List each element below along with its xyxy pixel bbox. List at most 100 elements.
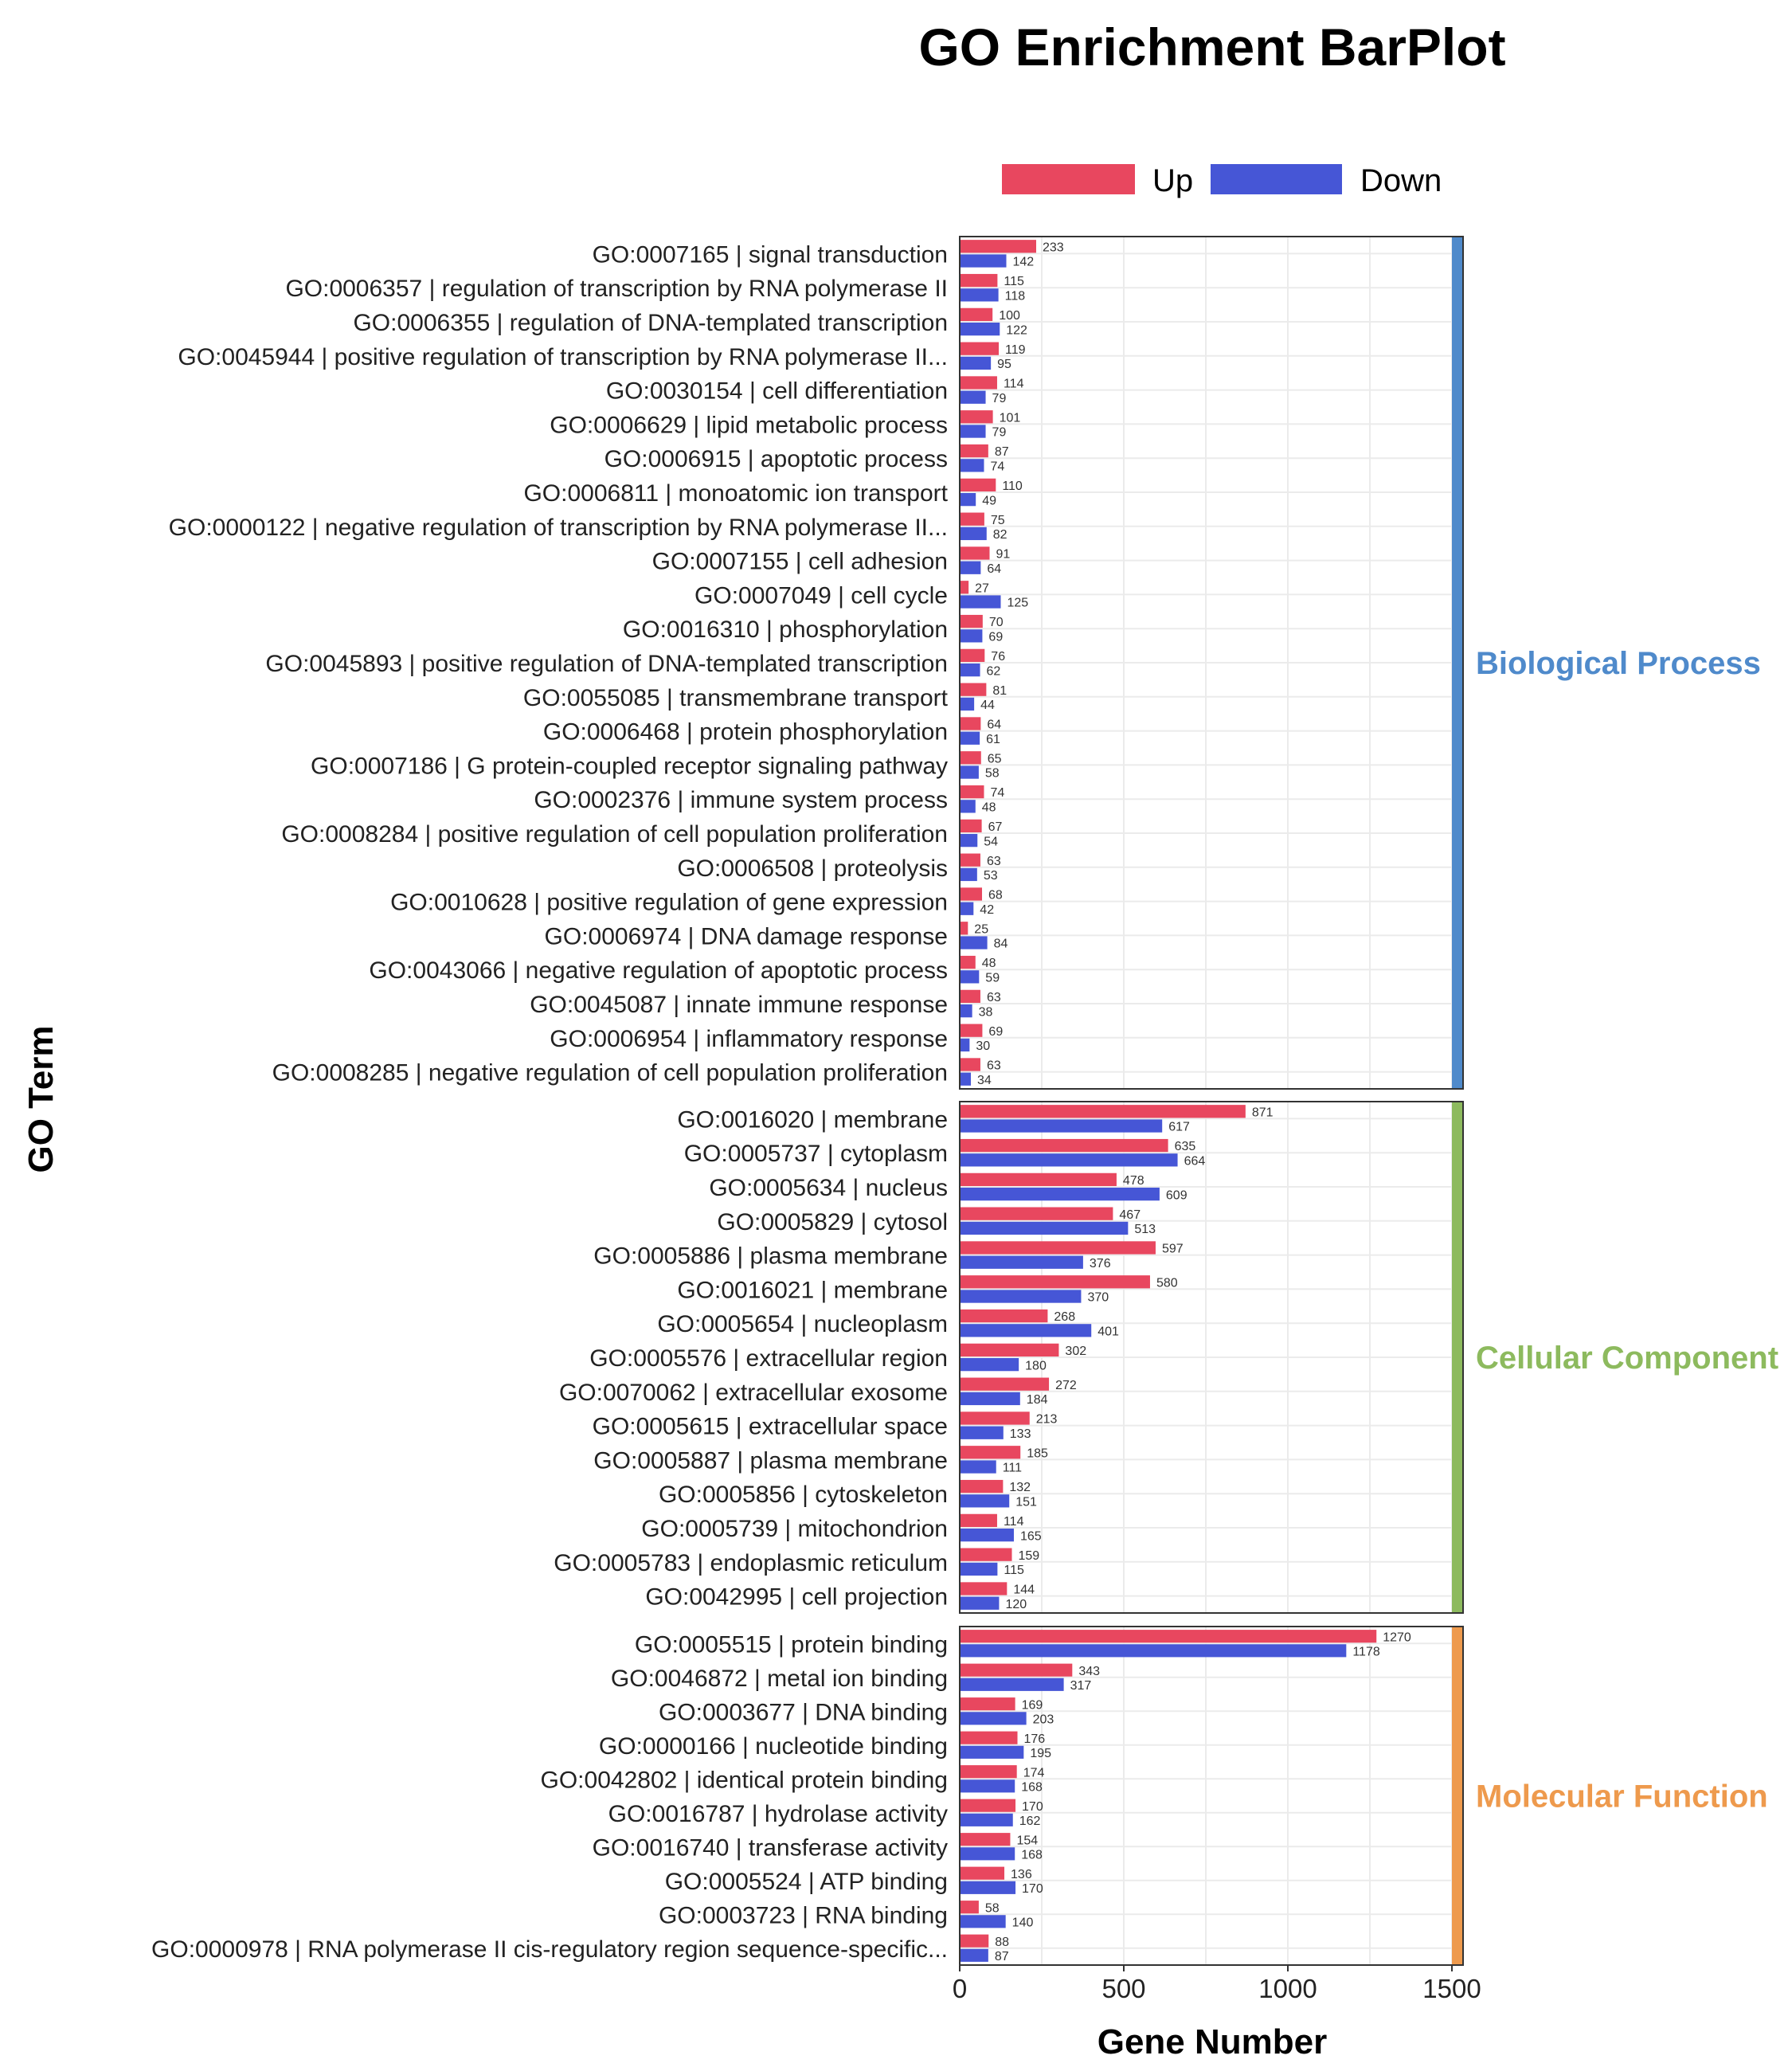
bar-value-label: 63 [987, 991, 1001, 1004]
bar-down [960, 1596, 1000, 1610]
bar-value-label: 70 [989, 616, 1004, 629]
category-label: GO:0043066 | negative regulation of apop… [369, 957, 948, 984]
bar-value-label: 58 [985, 767, 1000, 781]
bar-down [960, 1779, 1015, 1793]
category-label: GO:0007165 | signal transduction [593, 241, 948, 268]
bar-up [960, 717, 981, 730]
bar-value-label: 114 [1004, 378, 1024, 391]
bar-value-label: 68 [988, 889, 1003, 902]
category-label: GO:0005576 | extracellular region [589, 1345, 948, 1372]
bar-down [960, 1847, 1015, 1861]
bar-up [960, 614, 983, 628]
category-label: GO:0045944 | positive regulation of tran… [178, 344, 948, 370]
bar-down [960, 425, 986, 438]
bar-value-label: 54 [984, 835, 998, 848]
bar-up [960, 1446, 1021, 1459]
bar-down [960, 561, 981, 574]
bar-value-label: 125 [1008, 597, 1029, 610]
x-axis: 0 500 1000 1500 [953, 1965, 1481, 2003]
bar-down [960, 254, 1007, 268]
bar-value-label: 1178 [1352, 1645, 1380, 1658]
bar-value-label: 69 [988, 630, 1003, 644]
bar-up [960, 751, 981, 765]
facet-strip [1452, 1627, 1463, 1965]
bar-value-label: 170 [1022, 1882, 1043, 1896]
bar-value-label: 478 [1123, 1174, 1144, 1188]
x-tick-label: 500 [1101, 1974, 1145, 2003]
bar-up [960, 1582, 1008, 1595]
category-label: GO:0008285 | negative regulation of cell… [272, 1060, 948, 1086]
bar-value-label: 110 [1002, 480, 1023, 493]
bar-value-label: 118 [1005, 289, 1026, 303]
bar-value-label: 871 [1252, 1106, 1274, 1119]
bar-up [960, 410, 993, 424]
bar-up [960, 444, 988, 458]
bar-up [960, 887, 983, 901]
bar-down [960, 1562, 998, 1576]
category-label: GO:0005739 | mitochondrion [641, 1516, 948, 1542]
category-label: GO:0005783 | endoplasmic reticulum [554, 1550, 948, 1576]
bar-value-label: 49 [982, 494, 996, 507]
bar-down [960, 1188, 1160, 1201]
bar-down [960, 1678, 1064, 1691]
bar-value-label: 195 [1030, 1747, 1051, 1760]
bar-value-label: 59 [985, 971, 1000, 985]
category-label: GO:0000978 | RNA polymerase II cis-regul… [151, 1936, 948, 1963]
bar-up [960, 1630, 1377, 1643]
bar-down [960, 902, 974, 915]
category-label: GO:0006811 | monoatomic ion transport [523, 480, 948, 507]
bar-down [960, 1255, 1083, 1269]
bar-up [960, 1173, 1117, 1186]
x-tick-label: 1500 [1422, 1974, 1481, 2003]
bar-value-label: 67 [988, 820, 1003, 834]
bar-up [960, 1138, 1168, 1153]
bar-value-label: 53 [984, 869, 998, 883]
bar-up [960, 1731, 1018, 1744]
bar-value-label: 180 [1025, 1359, 1047, 1372]
category-label: GO:0006954 | inflammatory response [550, 1026, 948, 1052]
bar-value-label: 84 [994, 938, 1008, 951]
bar-value-label: 74 [990, 786, 1004, 800]
bar-down [960, 1644, 1347, 1658]
facet-strip [1452, 1102, 1463, 1613]
bar-value-label: 203 [1033, 1713, 1054, 1726]
bar-up [960, 853, 980, 867]
bar-up [960, 1241, 1156, 1255]
bar-value-label: 635 [1175, 1140, 1196, 1153]
legend-swatch-down [1211, 164, 1342, 194]
bar-value-label: 162 [1019, 1815, 1041, 1828]
legend: Up Down [1002, 163, 1442, 198]
bar-down [960, 1072, 972, 1086]
bar-value-label: 100 [999, 309, 1020, 323]
bar-up [960, 1343, 1059, 1357]
bar-value-label: 69 [988, 1025, 1003, 1039]
bar-value-label: 48 [982, 957, 996, 970]
bar-down [960, 1358, 1019, 1372]
facet-label: Cellular Component [1476, 1341, 1778, 1376]
panel-border [959, 1626, 1464, 1966]
bar-up [960, 1411, 1030, 1425]
bar-down [960, 765, 979, 779]
category-label: GO:0002376 | immune system process [534, 787, 948, 813]
bar-up [960, 512, 984, 526]
bar-value-label: 87 [995, 445, 1009, 459]
category-label: GO:0003723 | RNA binding [659, 1902, 948, 1928]
bar-value-label: 170 [1022, 1800, 1043, 1814]
bar-value-label: 27 [975, 581, 989, 595]
bar-value-label: 617 [1168, 1121, 1190, 1134]
category-label: GO:0016021 | membrane [677, 1277, 948, 1303]
y-axis-title: GO Term [22, 1025, 61, 1173]
bar-value-label: 79 [992, 392, 1007, 405]
bar-value-label: 185 [1027, 1447, 1048, 1460]
bar-down [960, 1712, 1027, 1725]
facet-label: Molecular Function [1476, 1779, 1768, 1815]
bar-value-label: 119 [1005, 343, 1026, 357]
bar-down [960, 664, 980, 677]
bar-value-label: 168 [1021, 1780, 1043, 1794]
category-label: GO:0042995 | cell projection [645, 1584, 948, 1611]
bar-down [960, 1153, 1178, 1167]
bar-up [960, 1105, 1246, 1118]
bar-value-label: 136 [1011, 1868, 1032, 1881]
category-label: GO:0006508 | proteolysis [677, 855, 948, 882]
